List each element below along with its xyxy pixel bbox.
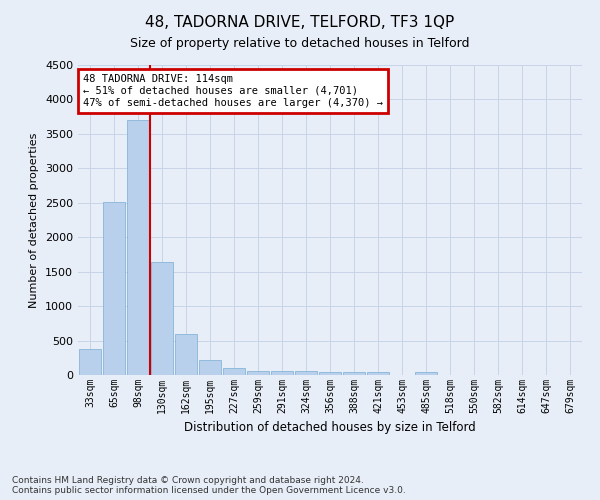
Y-axis label: Number of detached properties: Number of detached properties	[29, 132, 40, 308]
Bar	[343, 372, 365, 375]
Bar	[151, 262, 173, 375]
Bar	[247, 371, 269, 375]
Bar	[415, 372, 437, 375]
Bar	[367, 372, 389, 375]
Text: 48 TADORNA DRIVE: 114sqm
← 51% of detached houses are smaller (4,701)
47% of sem: 48 TADORNA DRIVE: 114sqm ← 51% of detach…	[83, 74, 383, 108]
Bar	[223, 368, 245, 375]
Bar	[127, 120, 149, 375]
Bar	[319, 372, 341, 375]
Bar	[199, 360, 221, 375]
Text: Size of property relative to detached houses in Telford: Size of property relative to detached ho…	[130, 38, 470, 51]
Text: 48, TADORNA DRIVE, TELFORD, TF3 1QP: 48, TADORNA DRIVE, TELFORD, TF3 1QP	[145, 15, 455, 30]
Bar	[79, 349, 101, 375]
Bar	[271, 371, 293, 375]
Bar	[295, 371, 317, 375]
Bar	[103, 202, 125, 375]
Bar	[175, 334, 197, 375]
Text: Contains HM Land Registry data © Crown copyright and database right 2024.
Contai: Contains HM Land Registry data © Crown c…	[12, 476, 406, 495]
X-axis label: Distribution of detached houses by size in Telford: Distribution of detached houses by size …	[184, 422, 476, 434]
